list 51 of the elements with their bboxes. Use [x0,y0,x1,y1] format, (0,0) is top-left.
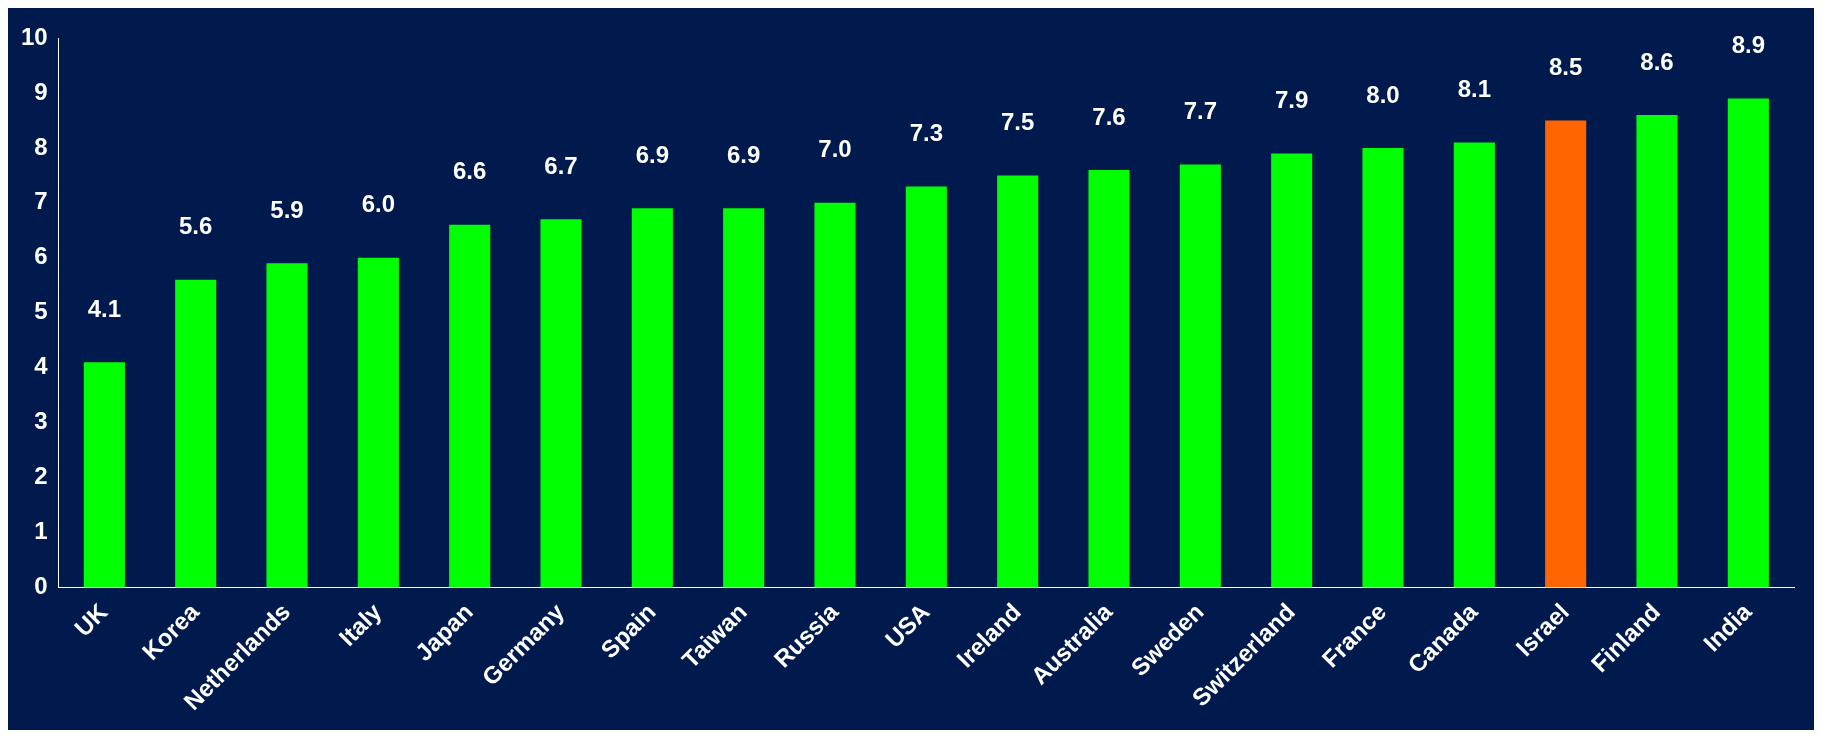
x-tick-label: UK [68,597,114,642]
data-label: 7.6 [1092,102,1126,130]
bar [997,175,1039,588]
y-tick-label: 9 [34,77,48,105]
y-tick-label: 5 [34,297,48,325]
y-tick-label: 4 [34,352,49,380]
bar [1088,169,1130,588]
data-label: 4.1 [87,294,122,322]
bar [905,186,947,588]
data-label: 6.6 [453,157,487,185]
data-label: 7.3 [909,119,944,147]
bar [631,208,673,588]
y-tick-label: 6 [34,242,48,270]
bar [1453,142,1495,588]
bar [1362,147,1404,588]
bar [540,219,582,588]
bar [1179,164,1221,588]
data-label: 7.5 [1000,108,1035,136]
data-label: 8.0 [1366,80,1400,108]
data-label: 7.9 [1274,86,1309,114]
data-label: 8.1 [1457,75,1492,103]
data-label: 6.0 [361,190,396,218]
data-label: 7.0 [818,135,852,163]
data-label: 7.7 [1183,97,1218,125]
bar [449,224,491,588]
data-label: 6.9 [635,140,670,168]
y-tick-label: 0 [34,572,48,600]
data-label: 6.7 [544,151,578,179]
y-tick-label: 3 [34,407,48,435]
bar [83,362,125,588]
bar [1271,153,1313,588]
data-label: 5.6 [179,212,213,240]
bar [723,208,765,588]
bar [1636,114,1678,588]
x-tick-label: USA [879,597,935,653]
bar [814,202,856,588]
bar [1545,120,1587,588]
y-tick-label: 1 [34,517,48,545]
data-label: 6.9 [727,140,761,168]
data-label: 8.6 [1640,47,1674,75]
bar [266,263,308,588]
y-tick-label: 10 [20,22,48,50]
data-label: 8.5 [1548,53,1583,81]
y-tick-label: 2 [34,462,48,490]
data-label: 8.9 [1731,31,1766,59]
y-tick-label: 7 [34,187,48,215]
y-tick-label: 8 [34,132,48,160]
data-label: 5.9 [270,195,304,223]
bar [1727,98,1769,588]
bar [175,279,217,588]
bar [357,257,399,588]
